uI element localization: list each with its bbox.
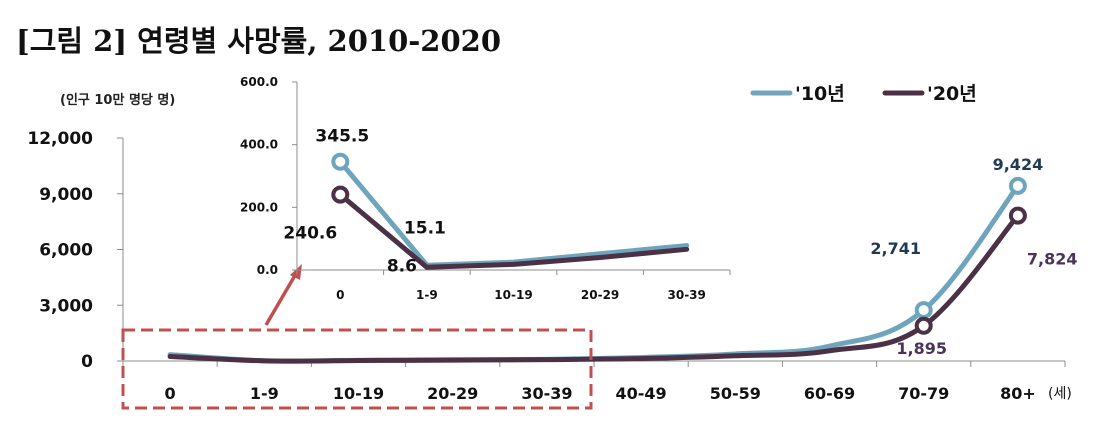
legend-label: '10년 bbox=[795, 83, 845, 105]
inset-y-tick-label: 600.0 bbox=[240, 75, 278, 89]
main-x-tick-label: 70-79 bbox=[898, 384, 949, 403]
x-axis-unit-label: (세) bbox=[1048, 386, 1072, 402]
zoom-highlight bbox=[121, 264, 593, 410]
main-data-label: 9,424 bbox=[993, 155, 1044, 174]
main-point-marker bbox=[1008, 206, 1027, 225]
inset-series-line-1 bbox=[337, 192, 690, 270]
main-data-label: 1,895 bbox=[896, 339, 947, 358]
main-x-tick-label: 20-29 bbox=[427, 384, 478, 403]
unit-label: (인구 10만 명당 명) bbox=[60, 92, 175, 108]
main-y-tick-label: 12,000 bbox=[27, 129, 93, 149]
inset-x-tick-label: 1-9 bbox=[416, 288, 438, 302]
main-point-marker bbox=[1008, 176, 1027, 195]
zoom-arrow bbox=[264, 271, 299, 326]
main-y-tick-label: 6,000 bbox=[39, 241, 93, 261]
main-y-tick-label: 3,000 bbox=[39, 296, 93, 316]
main-point-marker bbox=[914, 316, 933, 335]
main-data-label: 7,824 bbox=[1027, 250, 1078, 269]
inset-point-marker bbox=[331, 185, 350, 204]
main-point-marker bbox=[914, 301, 933, 320]
main-x-tick-label: 0 bbox=[165, 384, 176, 403]
zoom-arrowhead bbox=[290, 264, 302, 280]
inset-data-label: 345.5 bbox=[315, 127, 369, 147]
main-x-tick-label: 10-19 bbox=[333, 384, 384, 403]
inset-y-tick-label: 200.0 bbox=[240, 200, 278, 214]
main-series-line-1 bbox=[167, 213, 1021, 364]
main-x-tick-label: 80+ bbox=[1000, 384, 1036, 403]
inset-y-tick-label: 0.0 bbox=[257, 263, 278, 277]
inset-x-tick-label: 20-29 bbox=[581, 288, 619, 302]
inset-point-marker bbox=[331, 152, 350, 171]
main-x-tick-label: 40-49 bbox=[616, 384, 667, 403]
inset-data-label: 8.6 bbox=[387, 256, 417, 276]
main-y-tick-label: 0 bbox=[81, 352, 93, 372]
main-x-tick-label: 30-39 bbox=[521, 384, 572, 403]
inset-series-line-0 bbox=[337, 159, 690, 268]
inset-axes: 0.0 200.0 400.0 600.0 0 1-9 10-19 20-29 30-39 bbox=[240, 75, 731, 302]
inset-x-tick-label: 0 bbox=[336, 288, 344, 302]
highlight-box bbox=[121, 328, 593, 410]
legend-label: '20년 bbox=[927, 83, 977, 105]
main-data-label: 2,741 bbox=[870, 239, 921, 258]
inset-x-tick-label: 10-19 bbox=[494, 288, 532, 302]
main-data-labels: 2,741 9,424 1,895 7,824 bbox=[870, 155, 1077, 358]
legend: '10년 '20년 bbox=[750, 83, 977, 105]
inset-data-labels: 345.5 240.6 15.1 8.6 bbox=[283, 127, 445, 277]
inset-data-label: 15.1 bbox=[404, 218, 446, 238]
main-x-tick-label: 60-69 bbox=[804, 384, 855, 403]
chart-title: [그림 2] 연령별 사망률, 2010-2020 bbox=[16, 24, 502, 58]
inset-y-tick-label: 400.0 bbox=[240, 138, 278, 152]
main-x-tick-label: 1-9 bbox=[250, 384, 279, 403]
main-series-group bbox=[167, 176, 1027, 364]
main-y-tick-label: 9,000 bbox=[39, 185, 93, 205]
inset-data-label: 240.6 bbox=[283, 224, 337, 244]
inset-x-tick-label: 30-39 bbox=[668, 288, 706, 302]
main-x-tick-label: 50-59 bbox=[710, 384, 761, 403]
inset-series-group bbox=[331, 152, 690, 270]
